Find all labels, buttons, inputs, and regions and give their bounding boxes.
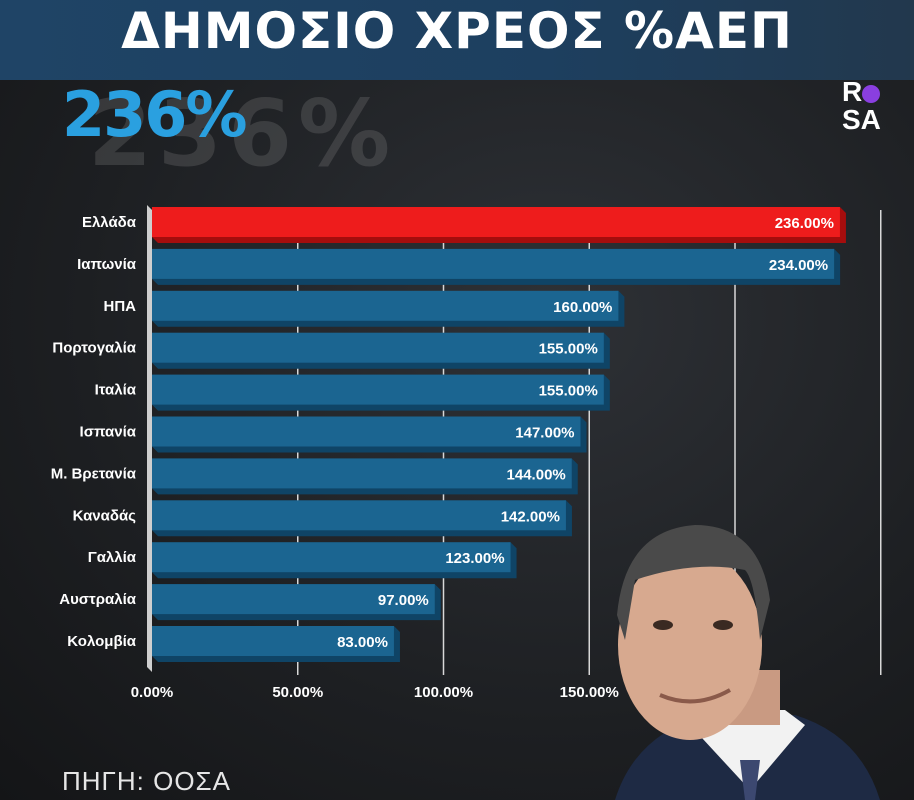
bar bbox=[152, 542, 511, 573]
data-label: 142.00% bbox=[501, 508, 560, 525]
x-tick-label: 0.00% bbox=[131, 684, 174, 701]
data-label: 123.00% bbox=[445, 550, 504, 567]
category-label: Ισπανία bbox=[80, 424, 137, 441]
data-label: 147.00% bbox=[515, 425, 574, 442]
axis-wall bbox=[147, 205, 152, 672]
bar bbox=[152, 248, 835, 279]
data-label: 144.00% bbox=[507, 466, 566, 483]
rosa-logo: R SA bbox=[842, 76, 881, 135]
headline-value: 236% bbox=[62, 78, 248, 151]
person-photo bbox=[615, 525, 880, 800]
bar bbox=[152, 416, 581, 447]
title-band bbox=[0, 0, 914, 80]
category-label: Γαλλία bbox=[88, 549, 137, 566]
x-tick-label: 100.00% bbox=[414, 684, 473, 701]
bar bbox=[152, 458, 572, 489]
category-label: Αυστραλία bbox=[59, 591, 137, 608]
data-label: 234.00% bbox=[769, 257, 828, 274]
bar bbox=[152, 207, 840, 237]
x-tick-label: 150.00% bbox=[560, 684, 619, 701]
x-tick-label: 50.00% bbox=[272, 684, 323, 701]
category-label: Πορτογαλία bbox=[52, 340, 136, 357]
category-label: Ιαπωνία bbox=[77, 256, 137, 273]
category-label: Καναδάς bbox=[73, 507, 137, 524]
data-label: 155.00% bbox=[539, 383, 598, 400]
source-note: ΠΗΓΗ: ΟΟΣΑ bbox=[62, 766, 231, 796]
data-label: 97.00% bbox=[378, 592, 429, 609]
bar bbox=[152, 332, 604, 363]
chart-title: ΔΗΜΟΣΙΟ ΧΡΕΟΣ %ΑΕΠ bbox=[121, 2, 793, 60]
bar bbox=[152, 626, 394, 656]
data-label: 155.00% bbox=[539, 341, 598, 358]
data-label: 83.00% bbox=[337, 634, 388, 651]
data-label: 160.00% bbox=[553, 299, 612, 316]
headline-ghost: 236% bbox=[88, 80, 397, 187]
category-label: ΗΠΑ bbox=[104, 298, 137, 315]
bar bbox=[152, 584, 435, 615]
category-label: Κολομβία bbox=[67, 633, 136, 650]
bar bbox=[152, 374, 604, 405]
category-label: Ιταλία bbox=[95, 382, 137, 399]
category-label: Μ. Βρετανία bbox=[51, 465, 137, 482]
bar bbox=[152, 500, 566, 531]
data-label: 236.00% bbox=[775, 215, 834, 232]
bar bbox=[152, 290, 619, 321]
category-label: Ελλάδα bbox=[82, 214, 137, 231]
